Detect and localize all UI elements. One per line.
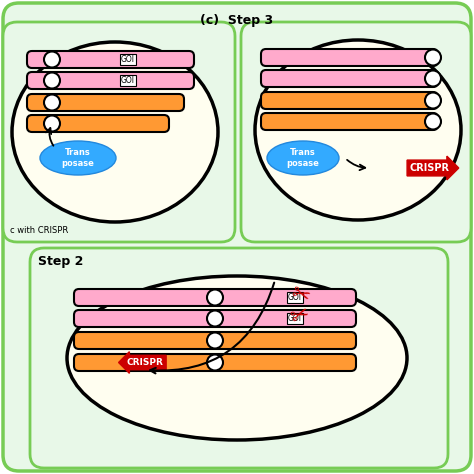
- FancyBboxPatch shape: [261, 92, 438, 109]
- FancyBboxPatch shape: [74, 354, 356, 371]
- Circle shape: [44, 52, 60, 67]
- FancyBboxPatch shape: [27, 94, 184, 111]
- Text: GOI: GOI: [288, 314, 302, 323]
- Circle shape: [44, 73, 60, 89]
- Ellipse shape: [255, 40, 461, 220]
- FancyBboxPatch shape: [3, 22, 235, 242]
- Circle shape: [207, 332, 223, 348]
- Circle shape: [425, 92, 441, 109]
- Circle shape: [425, 113, 441, 129]
- Text: Trans
posase: Trans posase: [62, 148, 94, 168]
- FancyBboxPatch shape: [261, 49, 438, 66]
- Circle shape: [207, 310, 223, 327]
- Ellipse shape: [267, 141, 339, 175]
- Circle shape: [207, 355, 223, 371]
- Text: Trans
posase: Trans posase: [287, 148, 319, 168]
- Ellipse shape: [67, 276, 407, 440]
- Text: ✂: ✂: [288, 283, 312, 308]
- Text: GOI: GOI: [288, 293, 302, 302]
- Text: CRISPR: CRISPR: [127, 358, 164, 367]
- FancyBboxPatch shape: [3, 3, 471, 471]
- Text: (c)  Step 3: (c) Step 3: [201, 14, 273, 27]
- Text: c with CRISPR: c with CRISPR: [10, 226, 68, 235]
- Text: GOI: GOI: [121, 55, 135, 64]
- Text: ✂: ✂: [288, 303, 312, 328]
- Text: Step 2: Step 2: [38, 255, 83, 268]
- Circle shape: [425, 49, 441, 65]
- FancyBboxPatch shape: [261, 70, 438, 87]
- Ellipse shape: [40, 141, 116, 175]
- Text: CRISPR: CRISPR: [410, 163, 450, 173]
- FancyBboxPatch shape: [30, 248, 448, 468]
- Ellipse shape: [12, 42, 218, 222]
- FancyBboxPatch shape: [27, 72, 194, 89]
- FancyBboxPatch shape: [27, 51, 194, 68]
- FancyBboxPatch shape: [27, 115, 169, 132]
- Circle shape: [207, 290, 223, 306]
- Circle shape: [44, 116, 60, 131]
- Text: GOI: GOI: [121, 76, 135, 85]
- FancyBboxPatch shape: [241, 22, 471, 242]
- FancyBboxPatch shape: [74, 310, 356, 327]
- Circle shape: [425, 71, 441, 86]
- FancyBboxPatch shape: [261, 113, 438, 130]
- FancyBboxPatch shape: [74, 332, 356, 349]
- Circle shape: [44, 94, 60, 110]
- FancyBboxPatch shape: [74, 289, 356, 306]
